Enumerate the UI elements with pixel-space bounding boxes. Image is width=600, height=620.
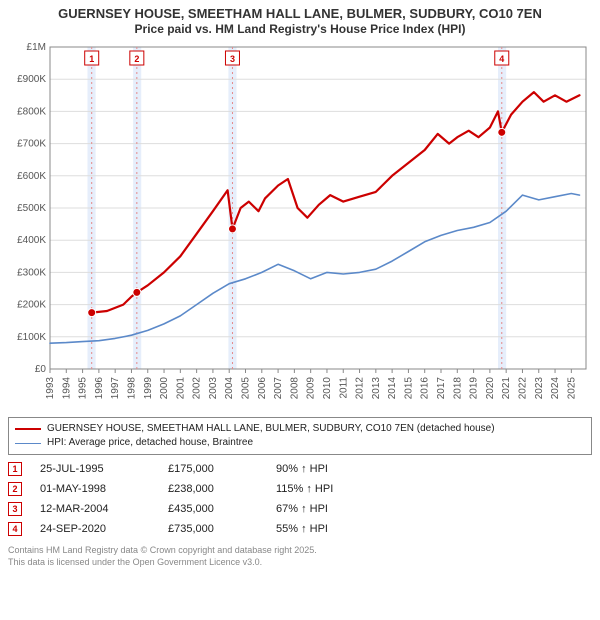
sales-table: 1 25-JUL-1995 £175,000 90% ↑ HPI 2 01-MA… — [8, 459, 592, 539]
svg-text:3: 3 — [230, 54, 235, 64]
svg-text:2013: 2013 — [371, 377, 382, 400]
svg-text:1994: 1994 — [61, 377, 72, 400]
svg-text:2004: 2004 — [224, 377, 235, 400]
svg-text:2: 2 — [134, 54, 139, 64]
svg-text:2011: 2011 — [338, 377, 349, 399]
table-row: 3 12-MAR-2004 £435,000 67% ↑ HPI — [8, 499, 592, 519]
sale-date: 12-MAR-2004 — [40, 503, 150, 515]
svg-text:1995: 1995 — [78, 377, 89, 400]
table-row: 1 25-JUL-1995 £175,000 90% ↑ HPI — [8, 459, 592, 479]
sale-hpi: 67% ↑ HPI — [276, 503, 376, 515]
svg-text:1993: 1993 — [45, 377, 56, 400]
svg-text:2024: 2024 — [550, 377, 561, 400]
marker-badge: 3 — [8, 502, 22, 516]
svg-text:2000: 2000 — [159, 377, 170, 400]
svg-text:2017: 2017 — [436, 377, 447, 400]
chart-area: £0 £100K £200K £300K £400K £500K £600K £700K £80… — [8, 41, 592, 411]
legend-item: GUERNSEY HOUSE, SMEETHAM HALL LANE, BULM… — [15, 422, 585, 436]
marker-badge: 1 — [8, 462, 22, 476]
legend-swatch — [15, 443, 41, 444]
legend-swatch — [15, 428, 41, 430]
sale-date: 25-JUL-1995 — [40, 463, 150, 475]
svg-text:2005: 2005 — [241, 377, 252, 400]
legend-label: HPI: Average price, detached house, Brai… — [47, 436, 253, 450]
sale-price: £238,000 — [168, 483, 258, 495]
table-row: 2 01-MAY-1998 £238,000 115% ↑ HPI — [8, 479, 592, 499]
svg-text:2018: 2018 — [452, 377, 463, 400]
svg-text:2015: 2015 — [403, 377, 414, 400]
svg-text:1996: 1996 — [94, 377, 105, 400]
svg-text:£700K: £700K — [17, 139, 46, 150]
svg-text:1999: 1999 — [143, 377, 154, 400]
svg-text:2022: 2022 — [517, 377, 528, 400]
legend: GUERNSEY HOUSE, SMEETHAM HALL LANE, BULM… — [8, 417, 592, 455]
legend-item: HPI: Average price, detached house, Brai… — [15, 436, 585, 450]
svg-text:£100K: £100K — [17, 332, 46, 343]
svg-text:2010: 2010 — [322, 377, 333, 400]
svg-text:£500K: £500K — [17, 203, 46, 214]
svg-text:2006: 2006 — [257, 377, 268, 400]
svg-text:2019: 2019 — [469, 377, 480, 400]
sale-date: 24-SEP-2020 — [40, 523, 150, 535]
svg-text:2002: 2002 — [192, 377, 203, 400]
svg-text:£900K: £900K — [17, 74, 46, 85]
svg-text:£1M: £1M — [27, 42, 46, 53]
footer-note: Contains HM Land Registry data © Crown c… — [8, 545, 592, 568]
svg-text:1997: 1997 — [110, 377, 121, 400]
chart-title-line1: GUERNSEY HOUSE, SMEETHAM HALL LANE, BULM… — [8, 6, 592, 22]
marker-badge: 4 — [8, 522, 22, 536]
svg-text:£0: £0 — [35, 364, 47, 375]
line-chart-svg: £0 £100K £200K £300K £400K £500K £600K £700K £80… — [8, 41, 592, 411]
svg-text:2007: 2007 — [273, 377, 284, 400]
table-row: 4 24-SEP-2020 £735,000 55% ↑ HPI — [8, 519, 592, 539]
svg-text:2009: 2009 — [306, 377, 317, 400]
svg-text:2014: 2014 — [387, 377, 398, 400]
svg-text:2020: 2020 — [485, 377, 496, 400]
sale-hpi: 115% ↑ HPI — [276, 483, 376, 495]
sale-hpi: 90% ↑ HPI — [276, 463, 376, 475]
svg-text:2003: 2003 — [208, 377, 219, 400]
svg-text:2012: 2012 — [355, 377, 366, 400]
sale-hpi: 55% ↑ HPI — [276, 523, 376, 535]
svg-text:1: 1 — [89, 54, 94, 64]
svg-text:£800K: £800K — [17, 107, 46, 118]
sale-date: 01-MAY-1998 — [40, 483, 150, 495]
svg-text:1998: 1998 — [126, 377, 137, 400]
svg-text:2008: 2008 — [289, 377, 300, 400]
svg-text:£200K: £200K — [17, 300, 46, 311]
footer-line: This data is licensed under the Open Gov… — [8, 557, 592, 569]
sale-price: £735,000 — [168, 523, 258, 535]
sale-price: £175,000 — [168, 463, 258, 475]
chart-title-line2: Price paid vs. HM Land Registry's House … — [8, 22, 592, 37]
legend-label: GUERNSEY HOUSE, SMEETHAM HALL LANE, BULM… — [47, 422, 495, 436]
svg-text:2001: 2001 — [175, 377, 186, 400]
svg-text:2021: 2021 — [501, 377, 512, 400]
svg-text:£400K: £400K — [17, 235, 46, 246]
marker-badge: 2 — [8, 482, 22, 496]
svg-text:2025: 2025 — [566, 377, 577, 400]
svg-text:£600K: £600K — [17, 171, 46, 182]
footer-line: Contains HM Land Registry data © Crown c… — [8, 545, 592, 557]
sale-price: £435,000 — [168, 503, 258, 515]
svg-text:2023: 2023 — [534, 377, 545, 400]
svg-text:2016: 2016 — [420, 377, 431, 400]
svg-text:£300K: £300K — [17, 268, 46, 279]
svg-text:4: 4 — [499, 54, 504, 64]
